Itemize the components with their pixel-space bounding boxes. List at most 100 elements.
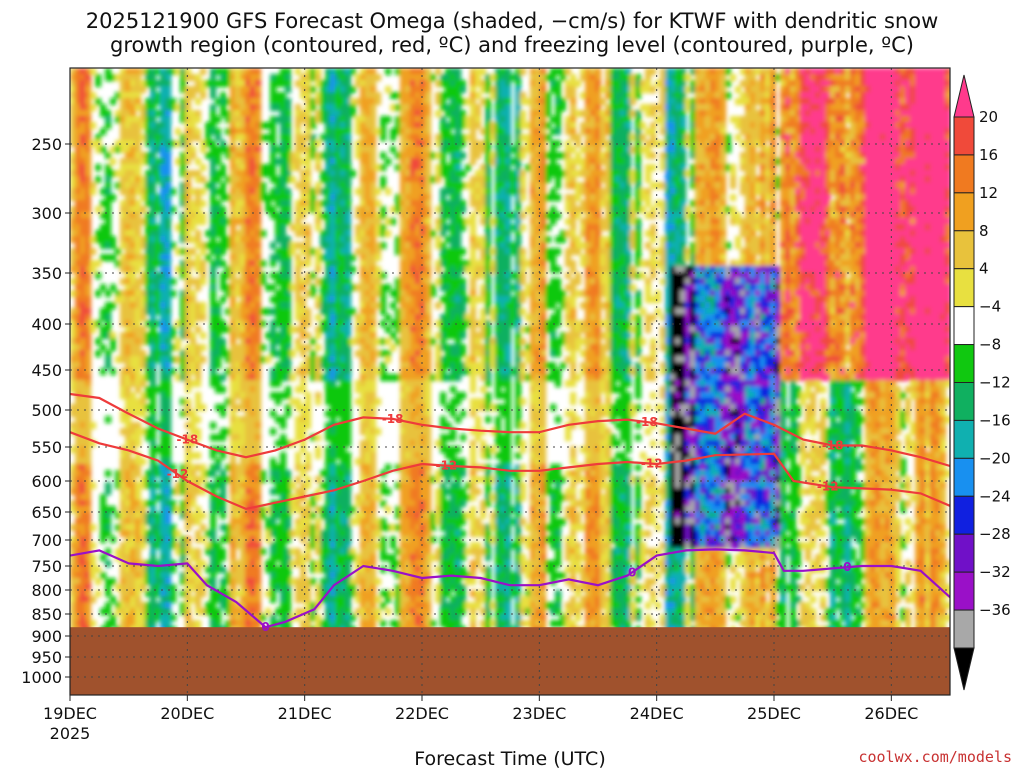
omega-cell [160,98,167,106]
omega-cell [300,572,307,580]
omega-cell [180,104,187,112]
omega-cell [245,464,252,472]
omega-cell [245,518,252,526]
omega-cell [80,380,87,388]
omega-cell [245,512,252,520]
omega-cell [375,188,382,196]
omega-cell [375,200,382,208]
omega-cell [430,524,437,532]
omega-cell [295,326,302,334]
omega-cell [415,122,422,130]
omega-cell [100,146,107,154]
omega-cell [135,374,142,382]
omega-cell [120,620,127,628]
omega-cell [165,398,172,406]
omega-cell [365,158,372,166]
omega-cell [80,188,87,196]
omega-cell [245,614,252,622]
omega-cell [370,350,377,358]
omega-cell [360,458,367,466]
omega-cell [400,230,407,238]
omega-cell [330,470,337,478]
omega-cell [365,146,372,154]
omega-cell [400,608,407,616]
omega-cell [370,602,377,610]
omega-cell [195,578,202,586]
omega-cell [440,362,447,370]
omega-cell [340,332,347,340]
omega-cell [90,182,97,190]
omega-cell [180,296,187,304]
omega-cell [250,458,257,466]
omega-cell [85,308,92,316]
omega-cell [240,194,247,202]
omega-cell [435,98,442,106]
omega-cell [450,182,457,190]
omega-cell [440,434,447,442]
omega-cell [425,596,432,604]
omega-cell [420,488,427,496]
omega-cell [95,590,102,598]
omega-cell [115,248,122,256]
omega-cell [360,152,367,160]
omega-cell [70,548,77,556]
omega-cell [240,128,247,136]
omega-cell [395,284,402,292]
omega-cell [265,284,272,292]
omega-cell [70,338,77,346]
omega-cell [285,482,292,490]
omega-cell [305,512,312,520]
omega-cell [325,398,332,406]
omega-cell [310,290,317,298]
omega-cell [250,242,257,250]
omega-cell [270,308,277,316]
omega-cell [70,506,77,514]
omega-cell [125,302,132,310]
omega-cell [280,548,287,556]
omega-cell [450,110,457,118]
omega-cell [340,476,347,484]
omega-cell [260,272,267,280]
omega-cell [220,182,227,190]
omega-cell [365,164,372,172]
omega-cell [400,290,407,298]
omega-cell [275,470,282,478]
omega-cell [230,542,237,550]
omega-cell [155,194,162,202]
omega-cell [240,368,247,376]
omega-cell [345,350,352,358]
omega-cell [365,560,372,568]
omega-cell [365,86,372,94]
omega-cell [340,86,347,94]
omega-cell [450,290,457,298]
omega-cell [150,182,157,190]
omega-cell [340,452,347,460]
omega-cell [245,338,252,346]
omega-cell [335,164,342,172]
omega-cell [225,524,232,532]
omega-cell [215,464,222,472]
omega-cell [145,110,152,118]
omega-cell [360,248,367,256]
omega-cell [165,482,172,490]
omega-cell [360,92,367,100]
omega-cell [75,116,82,124]
omega-cell [365,206,372,214]
omega-cell [150,146,157,154]
omega-cell [435,350,442,358]
omega-cell [285,104,292,112]
omega-cell [345,524,352,532]
omega-cell [410,416,417,424]
omega-cell [280,536,287,544]
omega-cell [330,434,337,442]
omega-cell [255,182,262,190]
omega-cell [280,530,287,538]
omega-cell [135,440,142,448]
omega-cell [420,548,427,556]
omega-cell [415,188,422,196]
omega-cell [130,242,137,250]
omega-cell [415,584,422,592]
omega-cell [435,242,442,250]
omega-cell [155,614,162,622]
omega-cell [450,86,457,94]
